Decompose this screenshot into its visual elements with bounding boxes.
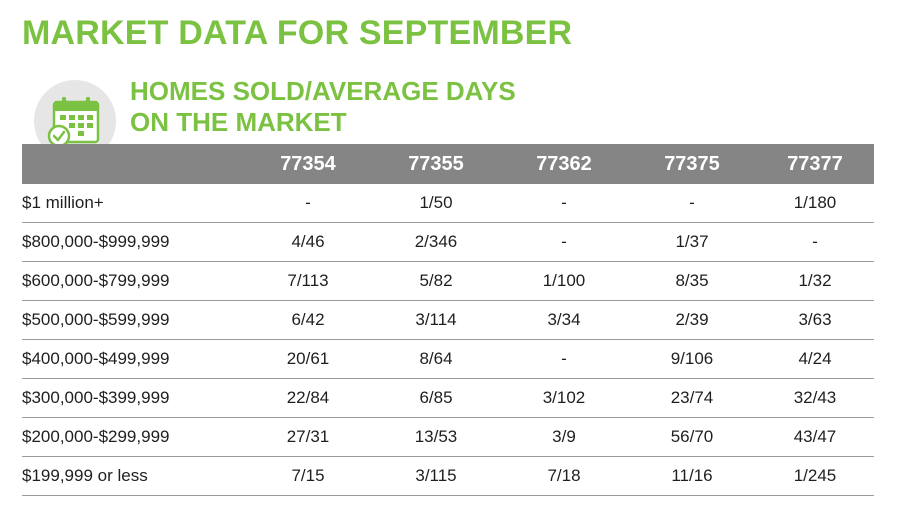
- calendar-check-icon: [34, 80, 116, 162]
- table-cell: 7/18: [500, 456, 628, 496]
- table-cell: 3/9: [500, 417, 628, 457]
- table-row: $200,000-$299,999 27/31 13/53 3/9 56/70 …: [22, 417, 874, 457]
- table-cell: 43/47: [756, 417, 874, 457]
- table-cell: 3/34: [500, 300, 628, 340]
- table-cell: 4/46: [244, 222, 372, 262]
- table-cell: 2/39: [628, 300, 756, 340]
- table-cell: 11/16: [628, 456, 756, 496]
- table-cell: 23/74: [628, 378, 756, 418]
- table-cell: 22/84: [244, 378, 372, 418]
- page-title: MARKET DATA FOR SEPTEMBER: [22, 14, 573, 52]
- table-cell: 3/115: [372, 456, 500, 496]
- table-row: $600,000-$799,999 7/113 5/82 1/100 8/35 …: [22, 261, 874, 301]
- column-header: 77377: [756, 144, 874, 184]
- table-cell: 1/37: [628, 222, 756, 262]
- table-cell: 6/85: [372, 378, 500, 418]
- table-row: $1 million+ - 1/50 - - 1/180: [22, 184, 874, 223]
- table-cell: -: [244, 184, 372, 223]
- table-cell: 1/245: [756, 456, 874, 496]
- table-row: $400,000-$499,999 20/61 8/64 - 9/106 4/2…: [22, 339, 874, 379]
- table-cell: 3/102: [500, 378, 628, 418]
- price-range-cell: $200,000-$299,999: [22, 417, 244, 457]
- table-row: $800,000-$999,999 4/46 2/346 - 1/37 -: [22, 222, 874, 262]
- table-cell: 1/50: [372, 184, 500, 223]
- price-range-cell: $1 million+: [22, 184, 244, 223]
- table-cell: 13/53: [372, 417, 500, 457]
- table-cell: 6/42: [244, 300, 372, 340]
- subtitle-line-1: HOMES SOLD/AVERAGE DAYS: [130, 76, 516, 106]
- price-range-cell: $500,000-$599,999: [22, 300, 244, 340]
- price-range-cell: $300,000-$399,999: [22, 378, 244, 418]
- table-cell: 9/106: [628, 339, 756, 379]
- table-cell: 2/346: [372, 222, 500, 262]
- table-row: $199,999 or less 7/15 3/115 7/18 11/16 1…: [22, 456, 874, 496]
- section-subtitle: HOMES SOLD/AVERAGE DAYS ON THE MARKET: [130, 76, 516, 138]
- table-cell: -: [500, 339, 628, 379]
- table-cell: 1/100: [500, 261, 628, 301]
- table-cell: 7/113: [244, 261, 372, 301]
- table-cell: 27/31: [244, 417, 372, 457]
- column-header: 77362: [500, 144, 628, 184]
- price-range-cell: $400,000-$499,999: [22, 339, 244, 379]
- table-header-row: 77354 77355 77362 77375 77377: [22, 144, 874, 184]
- table-row: $300,000-$399,999 22/84 6/85 3/102 23/74…: [22, 378, 874, 418]
- price-range-cell: $800,000-$999,999: [22, 222, 244, 262]
- subtitle-line-2: ON THE MARKET: [130, 107, 347, 137]
- table-cell: 7/15: [244, 456, 372, 496]
- table-cell: -: [500, 184, 628, 223]
- table-cell: -: [628, 184, 756, 223]
- table-cell: 8/64: [372, 339, 500, 379]
- table-cell: 8/35: [628, 261, 756, 301]
- column-header: 77354: [244, 144, 372, 184]
- table-cell: 56/70: [628, 417, 756, 457]
- price-range-cell: $600,000-$799,999: [22, 261, 244, 301]
- market-data-table: 77354 77355 77362 77375 77377 $1 million…: [22, 144, 874, 496]
- column-header: 77355: [372, 144, 500, 184]
- table-cell: 32/43: [756, 378, 874, 418]
- column-header: [22, 144, 244, 184]
- table-cell: 20/61: [244, 339, 372, 379]
- price-range-cell: $199,999 or less: [22, 456, 244, 496]
- table-cell: 1/32: [756, 261, 874, 301]
- table-cell: 3/63: [756, 300, 874, 340]
- table-cell: -: [756, 222, 874, 262]
- column-header: 77375: [628, 144, 756, 184]
- table-cell: 5/82: [372, 261, 500, 301]
- table-cell: -: [500, 222, 628, 262]
- table-cell: 4/24: [756, 339, 874, 379]
- table-row: $500,000-$599,999 6/42 3/114 3/34 2/39 3…: [22, 300, 874, 340]
- table-cell: 1/180: [756, 184, 874, 223]
- table-cell: 3/114: [372, 300, 500, 340]
